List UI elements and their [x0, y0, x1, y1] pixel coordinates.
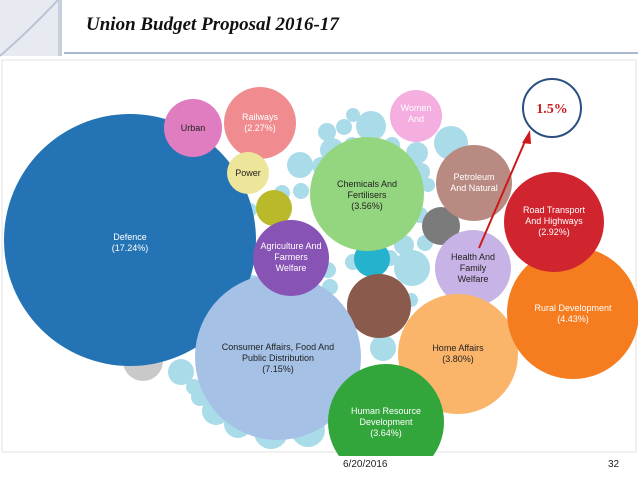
health-label-2: Family — [460, 263, 487, 273]
railways-label-1: Railways — [242, 112, 279, 122]
footer-date: 6/20/2016 — [343, 459, 388, 470]
annotation-arrow — [478, 130, 531, 249]
consumer-label-2: Public Distribution — [242, 353, 314, 363]
svg-text:Power: Power — [235, 168, 261, 178]
bubble-brown — [347, 274, 411, 338]
svg-text:Rural Development(4.43%): Rural Development (4.43%) — [534, 303, 612, 324]
bubble-consumer-affairs: Consumer Affairs, Food And Public Distrib… — [195, 274, 361, 440]
home-label-1: Home Affairs — [432, 343, 484, 353]
defence-label-2: (17.24%) — [112, 243, 149, 253]
chemicals-label-3: (3.56%) — [351, 201, 383, 211]
bubble-urban: Urban — [164, 99, 222, 157]
petroleum-label-2: And Natural — [450, 183, 498, 193]
hrd-label-3: (3.64%) — [370, 428, 402, 438]
health-label-1: Health And — [451, 252, 495, 262]
bubble-agriculture: Agriculture And Farmers Welfare — [253, 220, 329, 296]
consumer-label-3: (7.15%) — [262, 364, 294, 374]
petroleum-label-1: Petroleum — [453, 172, 494, 182]
bubble-chart: Defence (17.24%) Consumer Affairs, Food A… — [1, 59, 638, 456]
agriculture-label-2: Farmers — [274, 252, 308, 262]
bubble-hrd: Human Resource Development (3.64%) — [328, 364, 444, 456]
urban-label-1: Urban — [181, 123, 206, 133]
bubble-chemicals: Chemicals And Fertilisers (3.56%) — [310, 137, 424, 251]
bubble-olive — [256, 190, 292, 226]
home-label-2: (3.80%) — [442, 354, 474, 364]
road-label-2: And Highways — [525, 216, 583, 226]
consumer-label-1: Consumer Affairs, Food And — [222, 342, 334, 352]
bubble-power: Power — [227, 152, 269, 194]
annotation-callout: 1.5% — [522, 78, 582, 138]
bubble-health: Health And Family Welfare — [435, 230, 511, 306]
bubble-railways: Railways (2.27%) — [224, 87, 296, 159]
corner-decoration — [0, 0, 62, 57]
power-label-1: Power — [235, 168, 261, 178]
hrd-label-2: Development — [359, 417, 413, 427]
defence-label-1: Defence — [113, 232, 147, 242]
bubble-road-transport: Road Transport And Highways (2.92%) — [504, 172, 604, 272]
bubble-rural-development: Rural Development (4.43%) — [507, 247, 638, 379]
slide-title: Union Budget Proposal 2016-17 — [86, 14, 339, 35]
rural-label-2: (4.43%) — [557, 314, 589, 324]
bubble-petroleum: Petroleum And Natural — [436, 145, 512, 221]
agriculture-label-3: Welfare — [276, 263, 307, 273]
title-divider — [64, 52, 638, 54]
chemicals-label-2: Fertilisers — [347, 190, 387, 200]
agriculture-label-1: Agriculture And — [260, 241, 321, 251]
hrd-label-1: Human Resource — [351, 406, 421, 416]
svg-text:Defence(17.24%): Defence (17.24%) — [112, 232, 149, 253]
women-label-1: Women — [401, 103, 432, 113]
svg-text:Home Affairs(3.80%): Home Affairs (3.80%) — [432, 343, 484, 364]
bubble-defence: Defence (17.24%) — [4, 114, 256, 366]
road-label-3: (2.92%) — [538, 227, 570, 237]
health-label-3: Welfare — [458, 274, 489, 284]
road-label-1: Road Transport — [523, 205, 586, 215]
footer-page-number: 32 — [608, 459, 620, 470]
svg-text:Railways(2.27%): Railways (2.27%) — [242, 112, 279, 133]
annotation-text: 1.5% — [536, 102, 568, 117]
chemicals-label-1: Chemicals And — [337, 179, 397, 189]
svg-text:Urban: Urban — [181, 123, 206, 133]
women-label-2: And — [408, 114, 424, 124]
railways-label-2: (2.27%) — [244, 123, 276, 133]
bubble-grey-dark — [422, 207, 460, 245]
rural-label-1: Rural Development — [534, 303, 612, 313]
bubble-women: Women And — [390, 90, 442, 142]
